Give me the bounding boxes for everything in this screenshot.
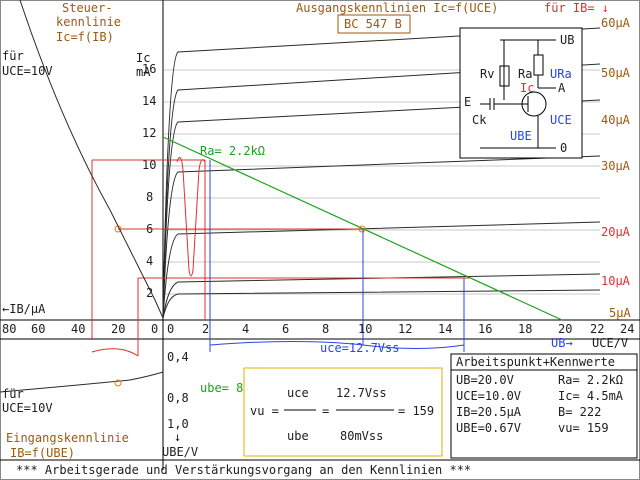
ib-label-30: 30µA	[601, 159, 631, 173]
ib-tick-40: 40	[71, 322, 85, 336]
output-curves	[162, 27, 601, 319]
operating-point-title: Arbeitspunkt+Kennwerte	[456, 355, 615, 369]
ic-tick-8: 8	[146, 190, 153, 204]
footer-text: *** Arbeitsgerade und Verstärkungsvorgan…	[16, 463, 471, 477]
formula-num2: 12.7Vss	[336, 386, 387, 400]
formula-box	[243, 367, 443, 457]
load-line-label: Ra= 2.2kΩ	[200, 144, 265, 158]
operating-point-box	[450, 353, 638, 459]
transistor-type-box	[337, 14, 411, 34]
ap-ra: Ra= 2.2kΩ	[558, 373, 623, 387]
uce-tick-4: 4	[242, 322, 249, 336]
uce-projection-lines	[209, 160, 465, 352]
ube-axis-label: UBE/V	[162, 445, 198, 459]
formula-den1: ube	[287, 429, 309, 443]
ib-label-5: 5µA	[609, 306, 631, 320]
formula-eq2: = 159	[398, 404, 434, 418]
ap-b: B= 222	[558, 405, 601, 419]
ap-ube: UBE=0.67V	[456, 421, 521, 435]
ap-ic: Ic= 4.5mA	[558, 389, 624, 403]
output-title: Ausgangskennlinien Ic=f(UCE)	[296, 1, 498, 15]
input-curve	[0, 371, 164, 393]
circuit-ub: UB	[560, 33, 574, 47]
circuit-rv: Rv	[480, 67, 494, 81]
ic-tick-12: 12	[142, 126, 156, 140]
ap-uce: UCE=10.0V	[456, 389, 521, 403]
circuit-box	[459, 27, 583, 159]
control-title-1: Steuer-	[62, 1, 113, 15]
ap-ub: UB=20.0V	[456, 373, 514, 387]
uce-axis-label: UCE/V	[592, 336, 628, 350]
ib-tick-20: 20	[111, 322, 125, 336]
ube-tick-10: 1,0	[167, 417, 189, 431]
ib-tick-80: 80	[2, 322, 16, 336]
ib-label-50: 50µA	[601, 66, 631, 80]
circuit-schematic	[480, 39, 556, 149]
fuer-bottom: für	[2, 387, 24, 401]
circuit-a: A	[558, 81, 566, 95]
ic-tick-10: 10	[142, 158, 156, 172]
uce-tick-22: 22	[590, 322, 604, 336]
ic-tick-4: 4	[146, 254, 153, 268]
uce-tick-6: 6	[282, 322, 289, 336]
fuer-top: für	[2, 49, 24, 63]
ib-tick-0: 0	[151, 322, 158, 336]
circuit-uce: UCE	[550, 113, 572, 127]
control-curve	[19, 0, 164, 319]
circuit-zero: 0	[560, 141, 567, 155]
input-title-1: Eingangskennlinie	[6, 431, 129, 445]
ib-label-40: 40µA	[601, 113, 631, 127]
uce-tick-16: 16	[478, 322, 492, 336]
load-line	[162, 136, 563, 321]
formula-den2: 80mVss	[340, 429, 383, 443]
ube-arrow: ↓	[174, 430, 181, 444]
uce-tick-24: 24	[620, 322, 634, 336]
uce-tick-20: 20	[558, 322, 572, 336]
formula-eq1: =	[322, 404, 329, 418]
uce-tick-8: 8	[322, 322, 329, 336]
ib-tick-60: 60	[31, 322, 45, 336]
uce-bottom: UCE=10V	[2, 401, 53, 415]
ic-projection-lines	[91, 157, 470, 356]
uce-tick-18: 18	[518, 322, 532, 336]
ib-label-10: 10µA	[601, 274, 631, 288]
ub-arrow-label: UB→	[551, 336, 573, 350]
uce-top: UCE=10V	[2, 64, 53, 78]
circuit-e: E	[464, 95, 471, 109]
uce-tick-2: 2	[202, 322, 209, 336]
ic-tick-2: 2	[146, 286, 153, 300]
ib-label-60: 60µA	[601, 16, 631, 30]
circuit-ck: Ck	[472, 113, 487, 127]
ic-axis-label-ma: mA	[136, 65, 151, 79]
ic-tick-14: 14	[142, 94, 156, 108]
control-title-2: kennlinie	[56, 15, 121, 29]
ube-tick-04: 0,4	[167, 350, 189, 364]
transistor-type: BC 547 B	[344, 17, 402, 31]
circuit-ra: Ra	[518, 67, 532, 81]
ic-axis-label-ic: Ic	[136, 51, 150, 65]
formula-num1: uce	[287, 386, 309, 400]
ic-tick-16: 16	[142, 62, 156, 76]
circuit-ube: UBE	[510, 129, 532, 143]
ib-signal-shape	[91, 348, 139, 357]
uce-tick-0: 0	[167, 322, 174, 336]
uce-tick-14: 14	[438, 322, 452, 336]
input-title-2: IB=f(UBE)	[10, 446, 75, 460]
uce-tick-12: 12	[398, 322, 412, 336]
control-title-3: Ic=f(IB)	[56, 30, 114, 44]
formula-vu: vu =	[250, 404, 279, 418]
circuit-ic: Ic	[520, 81, 534, 95]
ube-tick-08: 0,8	[167, 391, 189, 405]
ap-vu: vu= 159	[558, 421, 609, 435]
ib-axis-label: ←IB/µA	[2, 302, 46, 316]
fuer-ib-label: für IB= ↓	[544, 1, 609, 15]
ib-label-20: 20µA	[601, 225, 631, 239]
uce-tick-10: 10	[358, 322, 372, 336]
ap-ib: IB=20.5µA	[456, 405, 522, 419]
circuit-ura: URa	[550, 67, 572, 81]
operating-point	[358, 225, 366, 233]
input-operating-point	[114, 379, 122, 387]
uce-signal-label: uce=12.7Vss	[320, 341, 399, 355]
